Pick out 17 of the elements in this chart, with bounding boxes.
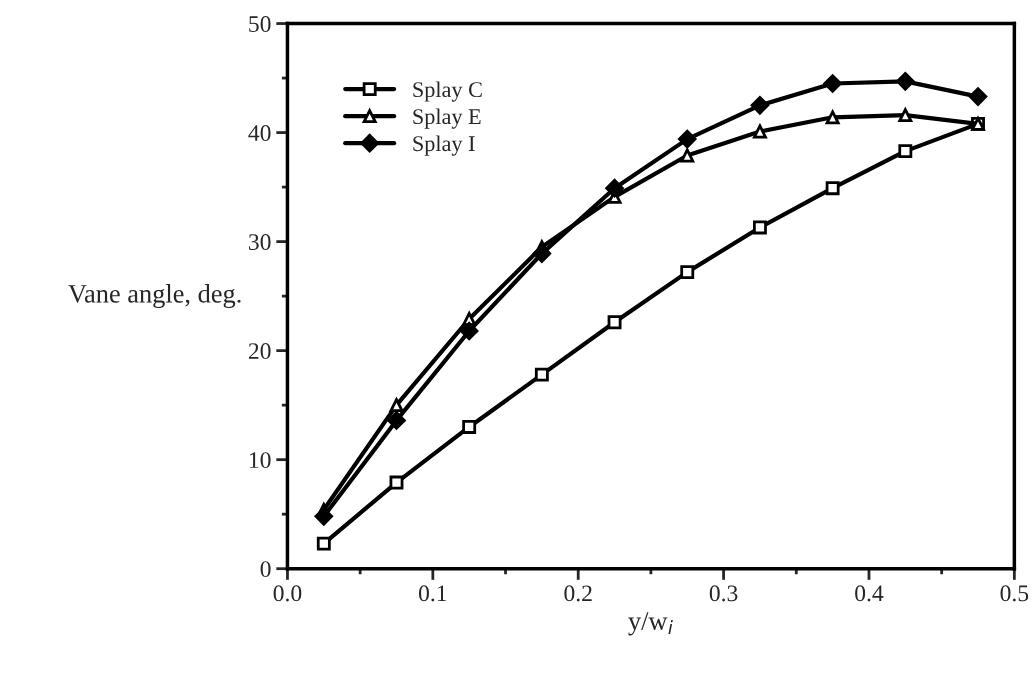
y-tick-label: 30 (249, 234, 271, 251)
y-tick-label: 20 (248, 343, 271, 360)
x-tick-label: 0.4 (855, 585, 884, 602)
x-tick-label: 0.5 (1000, 585, 1029, 602)
legend-label: Splay E (413, 108, 481, 129)
y-tick-label: 40 (248, 125, 271, 142)
x-tick-label: 0.1 (418, 585, 447, 602)
legend-label: Splay C (413, 81, 482, 102)
x-tick-label: 0.0 (273, 585, 302, 602)
legend-label: Splay I (413, 135, 475, 156)
x-tick-label: 0.3 (709, 585, 738, 602)
y-axis-title: Vane angle, deg. (68, 284, 241, 309)
x-axis-title: y/w$_{i}$ (628, 612, 673, 636)
y-tick-label: 0 (260, 561, 271, 578)
x-tick-label: 0.2 (564, 585, 592, 602)
y-tick-label: 50 (249, 16, 271, 32)
y-tick-label: 10 (249, 452, 271, 469)
